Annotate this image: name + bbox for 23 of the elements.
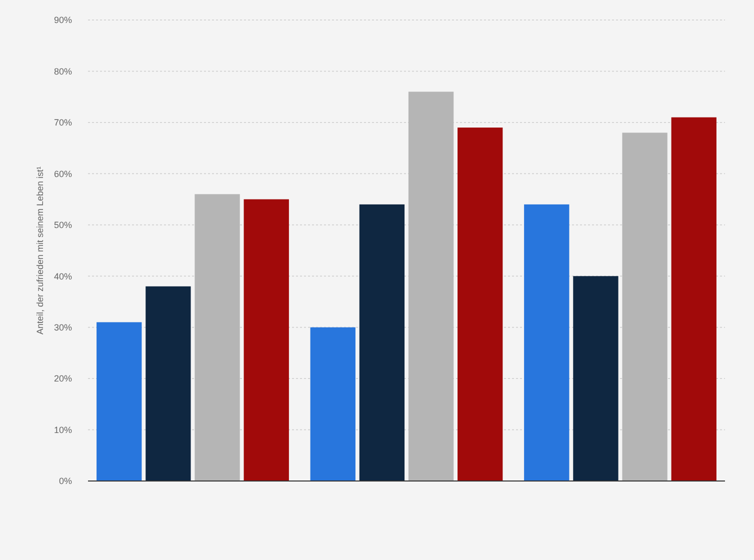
- y-tick-label: 80%: [54, 66, 72, 76]
- y-tick-label: 60%: [54, 168, 72, 179]
- bar: [622, 132, 668, 481]
- y-tick-label: 70%: [54, 118, 72, 128]
- bar: [524, 204, 570, 481]
- y-tick-label: 30%: [54, 322, 72, 332]
- bar: [194, 194, 240, 481]
- bar: [310, 327, 356, 481]
- bar: [244, 199, 289, 481]
- bar: [359, 204, 405, 481]
- bar: [146, 286, 191, 481]
- bar: [458, 128, 503, 481]
- bar: [573, 276, 618, 481]
- y-tick-label: 90%: [54, 15, 72, 26]
- bar: [96, 322, 142, 481]
- bar: [671, 117, 716, 481]
- y-tick-label: 0%: [58, 476, 72, 486]
- y-tick-label: 10%: [54, 424, 72, 435]
- y-tick-label: 40%: [54, 271, 72, 282]
- y-axis-title: Anteil, der zufrieden mit seinem Leben ist¹: [35, 166, 45, 335]
- bar: [408, 92, 454, 481]
- y-tick-label: 50%: [54, 220, 72, 230]
- y-tick-label: 20%: [54, 374, 72, 384]
